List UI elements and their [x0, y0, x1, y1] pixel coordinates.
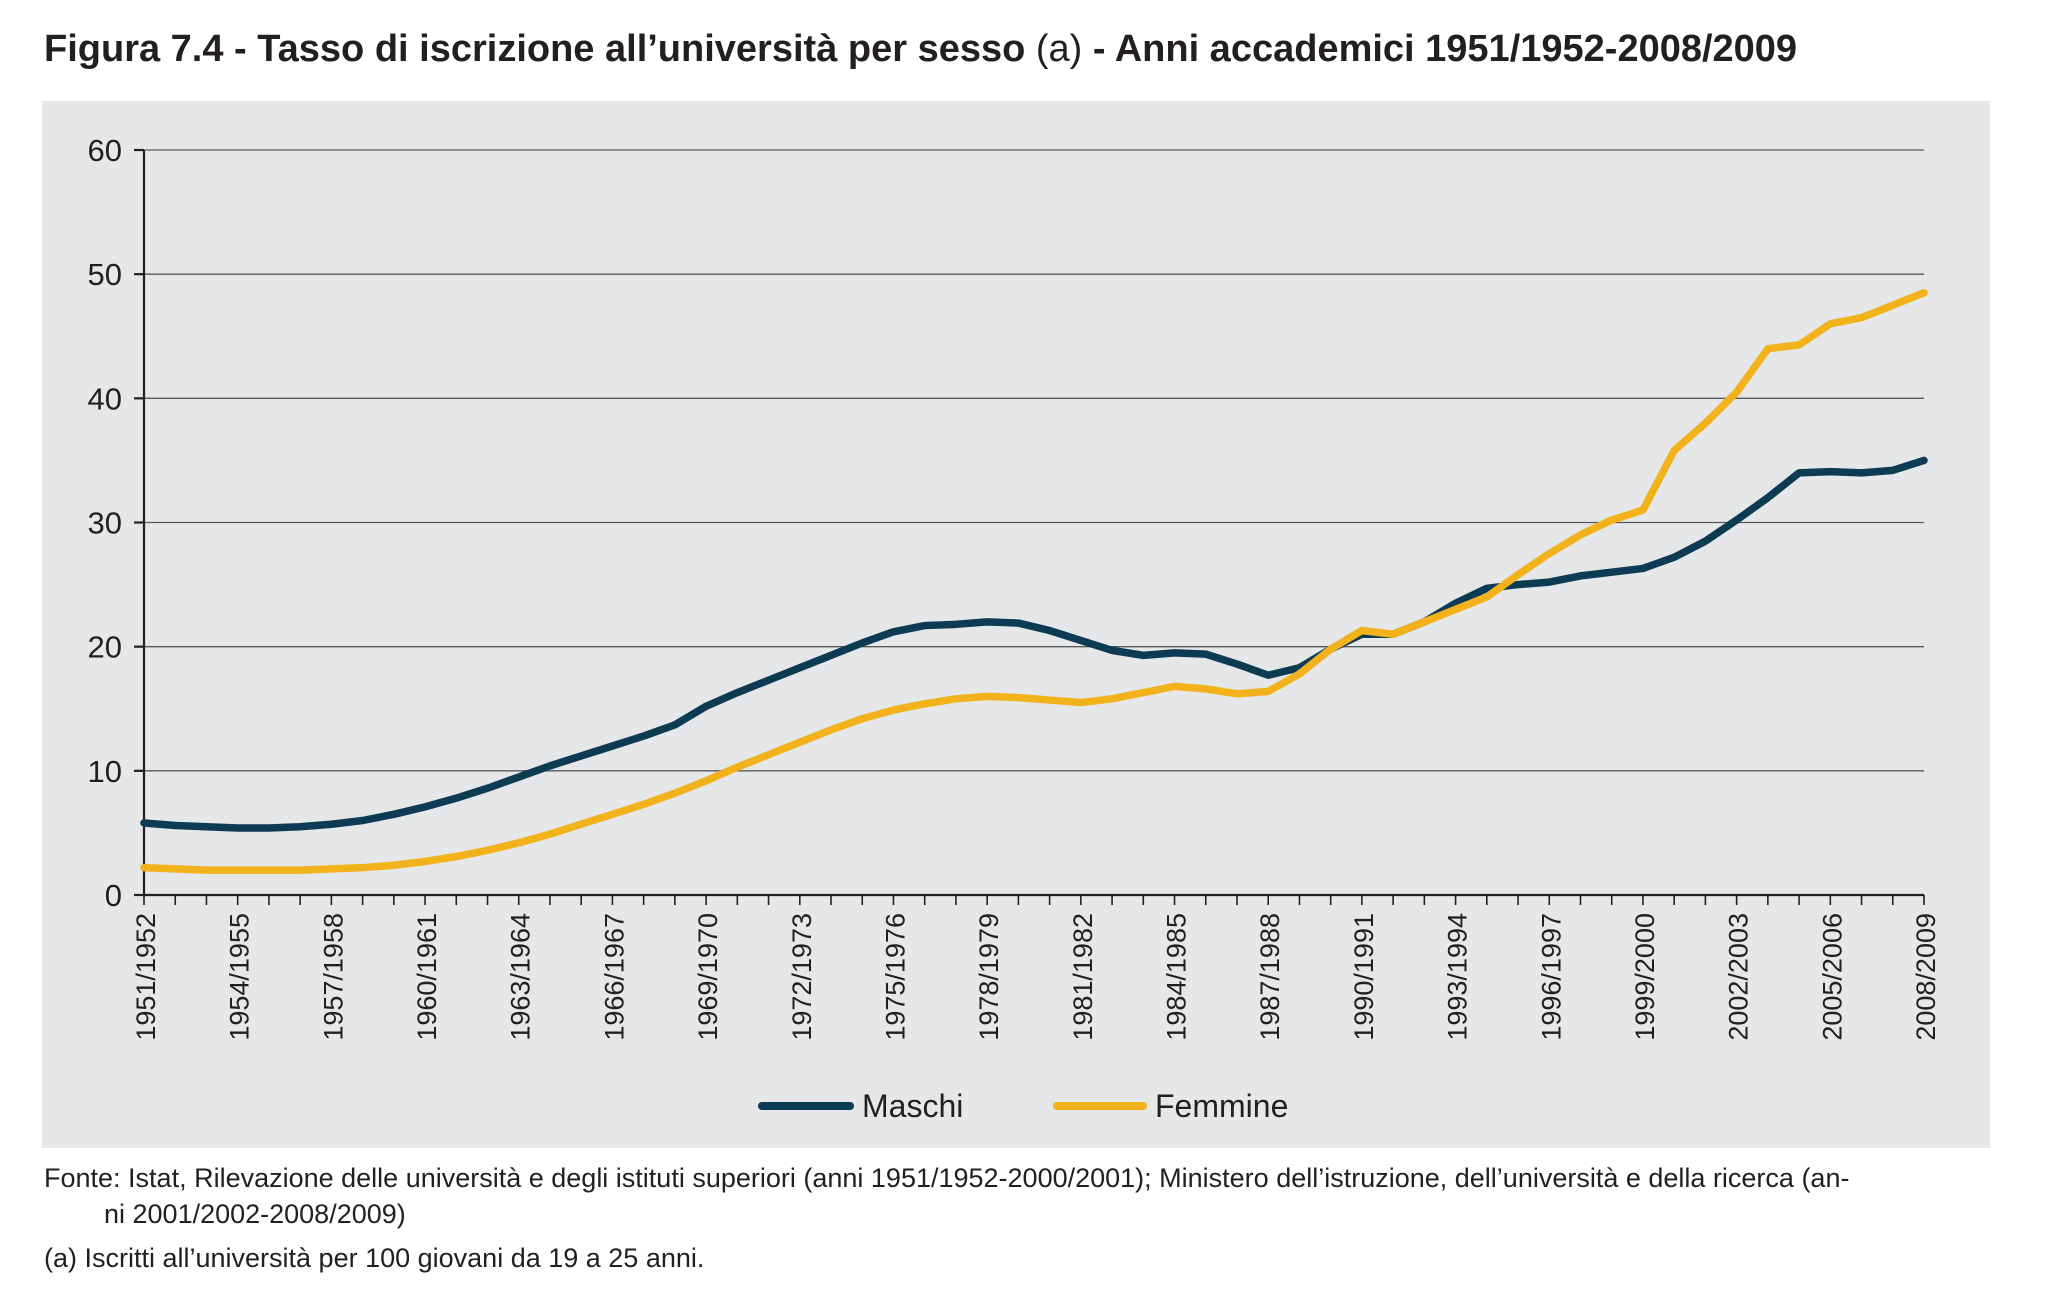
svg-text:0: 0 [105, 878, 122, 913]
svg-text:30: 30 [88, 506, 122, 541]
svg-text:1981/1982: 1981/1982 [1068, 913, 1098, 1041]
svg-text:1990/1991: 1990/1991 [1349, 913, 1379, 1041]
svg-text:1969/1970: 1969/1970 [693, 913, 723, 1041]
svg-text:1957/1958: 1957/1958 [318, 913, 348, 1041]
svg-text:2002/2003: 2002/2003 [1724, 913, 1754, 1041]
svg-text:2005/2006: 2005/2006 [1817, 913, 1847, 1041]
svg-text:10: 10 [88, 754, 122, 789]
svg-text:1978/1979: 1978/1979 [974, 913, 1004, 1041]
svg-text:1963/1964: 1963/1964 [506, 913, 536, 1041]
svg-text:1966/1967: 1966/1967 [599, 913, 629, 1041]
svg-text:50: 50 [88, 257, 122, 292]
svg-text:Maschi: Maschi [862, 1088, 963, 1124]
svg-text:2008/2009: 2008/2009 [1911, 913, 1941, 1041]
svg-text:1954/1955: 1954/1955 [225, 913, 255, 1041]
svg-text:20: 20 [88, 630, 122, 665]
svg-text:60: 60 [88, 133, 122, 168]
svg-text:1960/1961: 1960/1961 [412, 913, 442, 1041]
svg-text:1975/1976: 1975/1976 [880, 913, 910, 1041]
svg-text:1993/1994: 1993/1994 [1443, 913, 1473, 1041]
svg-text:40: 40 [88, 381, 122, 416]
svg-text:1999/2000: 1999/2000 [1630, 913, 1660, 1041]
svg-text:1972/1973: 1972/1973 [787, 913, 817, 1041]
svg-text:1984/1985: 1984/1985 [1162, 913, 1192, 1041]
svg-text:Femmine: Femmine [1155, 1088, 1288, 1124]
svg-text:1951/1952: 1951/1952 [131, 913, 161, 1041]
svg-text:1996/1997: 1996/1997 [1536, 913, 1566, 1041]
svg-text:1987/1988: 1987/1988 [1255, 913, 1285, 1041]
